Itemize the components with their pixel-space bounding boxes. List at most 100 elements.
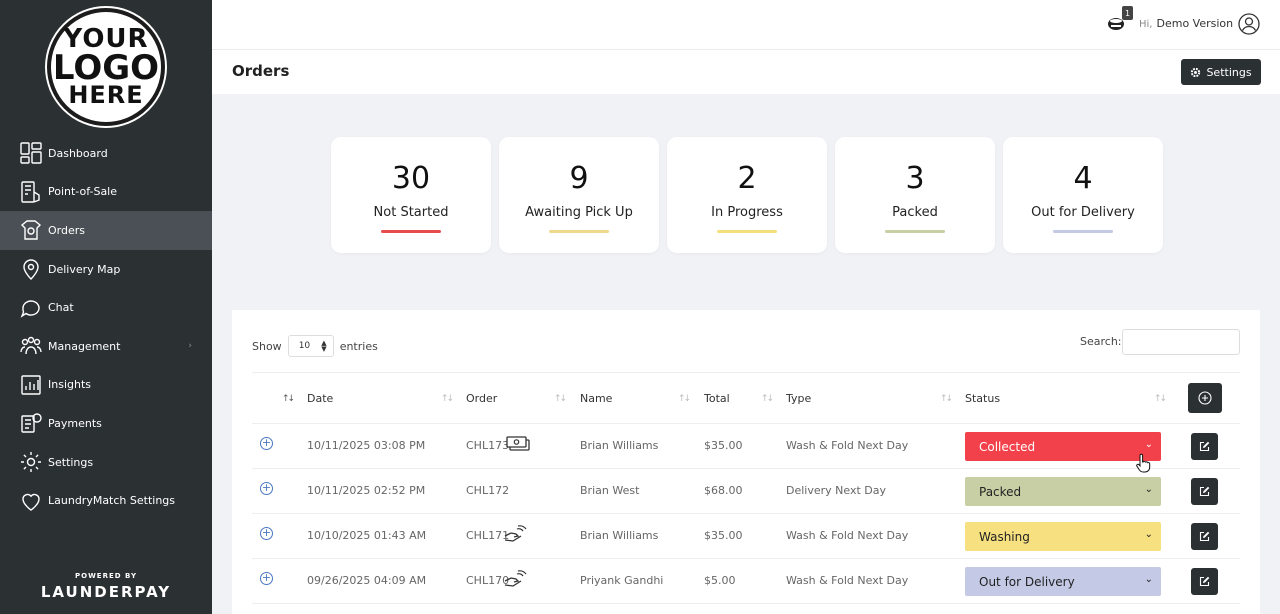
map-pin-icon	[19, 257, 43, 281]
chat-icon	[19, 296, 43, 320]
user-avatar-icon[interactable]	[1238, 13, 1260, 35]
edit-order-button[interactable]	[1191, 478, 1218, 505]
order-id[interactable]: CHL173	[466, 439, 510, 452]
order-id[interactable]: CHL170	[466, 574, 510, 587]
order-date: 10/11/2025 03:08 PM	[307, 439, 426, 452]
order-type: Delivery Next Day	[786, 484, 886, 497]
edit-icon	[1199, 486, 1210, 497]
entries-label: entries	[339, 339, 378, 353]
insights-icon	[19, 373, 43, 397]
sidebar-item-label: LaundryMatch Settings	[48, 494, 176, 508]
stat-card-awaiting-pick-up[interactable]: 9 Awaiting Pick Up	[499, 137, 659, 253]
expand-row-icon[interactable]: +	[260, 436, 273, 450]
search-input[interactable]	[1122, 329, 1240, 355]
sidebar-item-label: Settings	[48, 455, 94, 469]
expand-row-icon[interactable]: +	[260, 481, 273, 495]
column-header-name[interactable]: Name	[580, 392, 613, 405]
order-type: Wash & Fold Next Day	[786, 574, 909, 587]
sort-icon[interactable]: ↑↓	[1154, 394, 1167, 404]
table-row[interactable]: + 10/11/2025 02:52 PM CHL172 Brian West …	[252, 469, 1240, 514]
stat-value: 2	[737, 161, 757, 196]
order-date: 10/11/2025 02:52 PM	[307, 484, 426, 497]
status-value: Packed	[979, 484, 1022, 499]
chevron-down-icon: ⌄	[1144, 484, 1153, 495]
gear-icon	[1191, 67, 1201, 77]
sort-icon[interactable]: ↑↓	[940, 394, 953, 404]
page-header: Orders Settings	[212, 50, 1280, 94]
sidebar-item-settings[interactable]: Settings	[0, 443, 212, 482]
edit-order-button[interactable]	[1191, 433, 1218, 460]
status-select[interactable]: Washing ⌄	[965, 522, 1161, 551]
sidebar-item-chat[interactable]: Chat	[0, 288, 212, 327]
column-header-status[interactable]: Status	[965, 392, 1001, 405]
stat-value: 9	[569, 161, 589, 196]
table-row[interactable]: + 10/10/2025 01:43 AM CHL171 Brian Willi…	[252, 514, 1240, 559]
brand-logo[interactable]: YOUR LOGO HERE	[47, 8, 165, 126]
sidebar-item-delivery-map[interactable]: Delivery Map	[0, 250, 212, 289]
edit-order-button[interactable]	[1191, 523, 1218, 550]
edit-order-button[interactable]	[1191, 568, 1218, 595]
status-value: Washing	[979, 529, 1030, 544]
add-order-button[interactable]	[1188, 383, 1222, 413]
table-row[interactable]: + 09/26/2025 04:09 AM CHL170 Priyank Gan…	[252, 559, 1240, 604]
sidebar-item-insights[interactable]: Insights	[0, 366, 212, 405]
sidebar-item-label: Delivery Map	[48, 262, 121, 276]
sidebar-item-point-of-sale[interactable]: Point-of-Sale	[0, 173, 212, 212]
stat-label: Out for Delivery	[1031, 205, 1135, 220]
chevron-right-icon: ›	[188, 341, 192, 352]
stat-color-bar	[381, 230, 441, 233]
user-greeting[interactable]: Hi, Demo Version	[1139, 17, 1233, 30]
orders-table-panel: Show 10 ▲ ▼ entries Search: ↑↓ Date ↑↓ Or…	[232, 310, 1260, 614]
pos-icon	[19, 180, 43, 204]
sidebar-item-label: Point-of-Sale	[48, 185, 118, 199]
order-total: $68.00	[704, 484, 743, 497]
chevron-down-icon: ⌄	[1144, 439, 1153, 450]
stat-card-not-started[interactable]: 30 Not Started	[331, 137, 491, 253]
column-header-type[interactable]: Type	[786, 392, 812, 405]
sort-icon[interactable]: ↑↓	[282, 394, 295, 404]
table-row[interactable]: + 10/11/2025 03:08 PM CHL173 Brian Willi…	[252, 424, 1240, 469]
expand-row-icon[interactable]: +	[260, 526, 273, 540]
sidebar-item-management[interactable]: Management ›	[0, 327, 212, 366]
logo-line-1: YOUR	[63, 24, 149, 55]
laundry-basket-icon[interactable]	[1107, 14, 1125, 32]
page-size-select[interactable]: 10 ▲ ▼	[287, 335, 334, 357]
stat-card-in-progress[interactable]: 2 In Progress	[667, 137, 827, 253]
status-select[interactable]: Out for Delivery ⌄	[965, 567, 1161, 596]
column-header-order[interactable]: Order	[466, 392, 498, 405]
select-arrows-icon: ▲ ▼	[321, 339, 327, 353]
chevron-down-icon: ⌄	[1144, 574, 1153, 585]
order-total: $35.00	[704, 439, 743, 452]
sidebar-item-label: Chat	[48, 301, 74, 315]
sidebar-item-orders[interactable]: Orders	[0, 211, 212, 250]
stat-value: 4	[1073, 161, 1093, 196]
column-header-date[interactable]: Date	[307, 392, 334, 405]
sort-icon[interactable]: ↑↓	[554, 394, 567, 404]
expand-row-icon[interactable]: +	[260, 571, 273, 585]
order-id[interactable]: CHL172	[466, 484, 510, 497]
stat-color-bar	[717, 230, 777, 233]
launderpay-brand: LAUNDERPAY	[40, 583, 172, 601]
stat-card-out-for-delivery[interactable]: 4 Out for Delivery	[1003, 137, 1163, 253]
sidebar-item-laundrymatch-settings[interactable]: LaundryMatch Settings	[0, 481, 212, 520]
settings-button[interactable]: Settings	[1181, 59, 1261, 85]
order-type: Wash & Fold Next Day	[786, 529, 909, 542]
order-id[interactable]: CHL171	[466, 529, 510, 542]
sort-icon[interactable]: ↑↓	[441, 394, 454, 404]
status-select[interactable]: Packed ⌄	[965, 477, 1161, 506]
sidebar-item-label: Insights	[48, 378, 92, 392]
stat-color-bar	[549, 230, 609, 233]
sidebar-item-payments[interactable]: Payments	[0, 404, 212, 443]
sort-icon[interactable]: ↑↓	[761, 394, 774, 404]
sidebar-item-label: Management	[48, 339, 121, 353]
show-label: Show	[252, 339, 282, 353]
sidebar-item-dashboard[interactable]: Dashboard	[0, 134, 212, 173]
edit-icon	[1199, 576, 1210, 587]
sort-icon[interactable]: ↑↓	[678, 394, 691, 404]
stat-card-packed[interactable]: 3 Packed	[835, 137, 995, 253]
search-label: Search:	[1080, 335, 1122, 348]
status-value: Out for Delivery	[979, 574, 1075, 589]
management-icon	[19, 334, 43, 358]
column-header-total[interactable]: Total	[704, 392, 730, 405]
status-select[interactable]: Collected ⌄	[965, 432, 1161, 461]
